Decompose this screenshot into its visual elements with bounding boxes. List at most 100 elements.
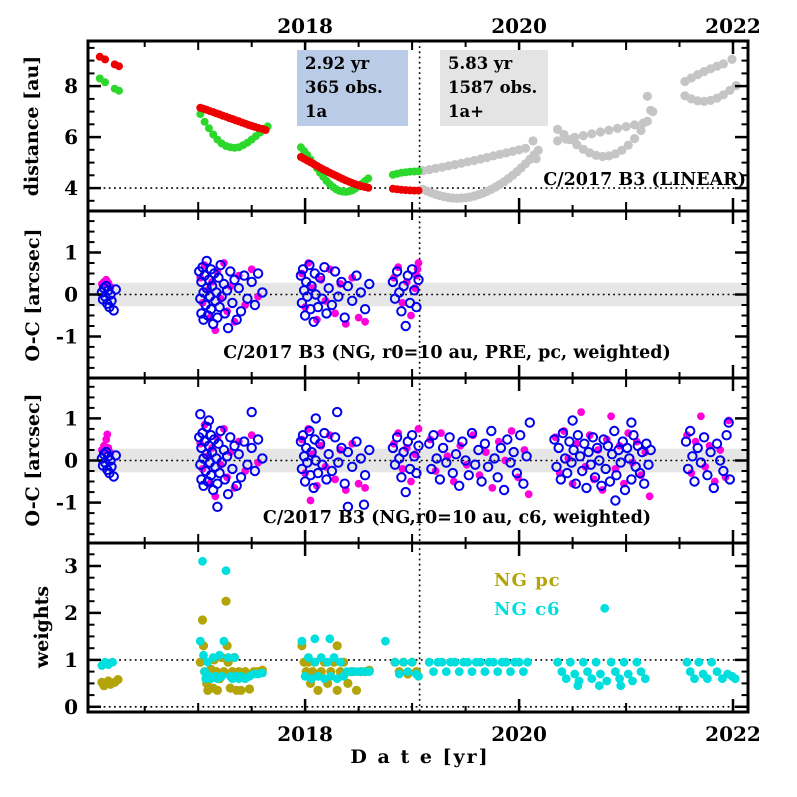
data-point: [351, 685, 362, 696]
data-point: [466, 427, 478, 439]
data-point: [331, 309, 339, 318]
data-point: [296, 463, 308, 475]
x-axis-title: D a t e [yr]: [350, 746, 490, 768]
y-axis-title-oc-c6: O-C [arcsec]: [22, 393, 44, 527]
data-point: [692, 442, 703, 454]
data-point: [463, 470, 474, 481]
data-point: [239, 270, 250, 281]
data-point: [730, 674, 740, 684]
data-point: [587, 129, 597, 139]
data-point: [347, 295, 358, 306]
data-point: [213, 272, 224, 283]
data-point: [213, 438, 224, 449]
y-tick-label: 4: [64, 176, 78, 200]
data-point: [437, 442, 449, 454]
data-point: [308, 482, 319, 494]
data-point: [323, 283, 334, 294]
data-point: [333, 291, 344, 302]
data-point: [407, 477, 415, 486]
data-point: [398, 280, 409, 292]
data-point: [687, 469, 696, 477]
data-point: [437, 657, 447, 667]
data-point: [391, 266, 403, 277]
data-point: [515, 430, 526, 441]
data-point: [579, 438, 590, 449]
data-point: [585, 459, 596, 470]
data-point: [299, 476, 311, 487]
data-point: [227, 463, 238, 475]
data-point: [221, 596, 231, 606]
data-point: [604, 125, 614, 135]
annotation-line: 2.92 yr: [305, 54, 370, 73]
x-tick-label-bottom: 2018: [277, 722, 333, 746]
data-point: [460, 455, 471, 466]
data-point: [454, 667, 464, 676]
data-point: [564, 436, 575, 447]
data-point: [329, 266, 341, 277]
data-point: [581, 482, 592, 494]
data-point: [215, 425, 226, 437]
data-point: [564, 454, 573, 463]
data-point: [351, 436, 362, 447]
data-point: [254, 292, 262, 301]
data-point: [687, 451, 698, 462]
data-point: [361, 317, 369, 326]
data-point: [486, 425, 497, 437]
data-point: [235, 306, 247, 317]
data-point: [400, 320, 411, 332]
data-point: [489, 657, 498, 667]
data-point: [106, 295, 117, 306]
data-point: [482, 448, 490, 456]
data-point: [723, 417, 734, 428]
data-point: [566, 657, 575, 667]
data-point: [645, 444, 656, 456]
data-point: [594, 455, 605, 466]
series-residuals-pc-blue: [96, 255, 424, 334]
data-point: [354, 479, 363, 488]
data-point: [407, 657, 417, 667]
data-point: [326, 299, 338, 311]
data-point: [199, 650, 208, 660]
data-point: [306, 280, 317, 292]
data-point: [570, 478, 581, 489]
annotation-box-solution-1a-plus: 5.83 yr 1587 obs. 1a+: [440, 50, 548, 126]
data-point: [488, 484, 497, 492]
data-point: [595, 127, 606, 137]
x-tick-label-top: 2022: [705, 14, 761, 38]
data-point: [214, 467, 225, 479]
data-point: [105, 455, 116, 466]
data-point: [626, 474, 637, 485]
data-point: [685, 667, 695, 676]
data-point: [642, 91, 653, 101]
data-point: [332, 406, 343, 418]
data-point: [476, 476, 487, 487]
data-point: [414, 671, 423, 681]
data-point: [387, 442, 399, 454]
data-point: [444, 432, 455, 443]
data-point: [424, 657, 434, 667]
data-point: [630, 134, 640, 144]
data-point: [212, 685, 222, 696]
data-point: [398, 446, 409, 458]
data-point: [244, 684, 255, 694]
data-point: [434, 474, 446, 485]
data-point: [235, 472, 247, 483]
data-point: [361, 484, 369, 492]
data-point: [323, 657, 332, 667]
data-point: [198, 556, 207, 566]
data-point: [505, 457, 516, 468]
data-point: [225, 432, 236, 443]
y-tick-label: 3: [64, 554, 78, 578]
data-point: [591, 657, 601, 667]
data-point: [467, 667, 477, 676]
data-point: [634, 467, 646, 479]
data-point: [492, 472, 503, 483]
data-point: [411, 467, 422, 479]
data-point: [201, 421, 212, 432]
y-axis-title-distance: distance [au]: [21, 55, 43, 197]
data-point: [551, 461, 562, 472]
data-point: [222, 489, 234, 500]
data-point: [514, 657, 524, 667]
data-point: [636, 667, 646, 676]
data-point: [215, 259, 226, 271]
